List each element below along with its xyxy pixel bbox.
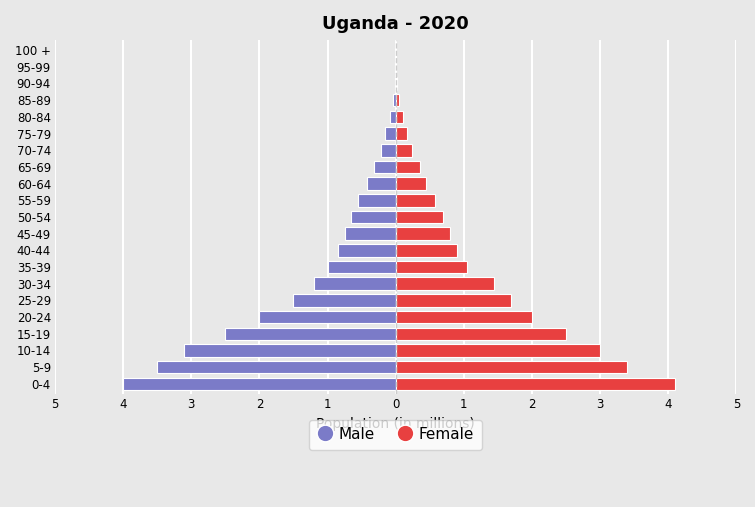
Bar xyxy=(314,277,396,290)
Bar xyxy=(396,177,427,190)
Legend: Male, Female: Male, Female xyxy=(310,420,482,450)
Bar xyxy=(396,328,566,340)
Bar xyxy=(396,77,397,90)
Bar xyxy=(381,144,396,157)
Bar xyxy=(374,161,396,173)
Bar xyxy=(396,378,675,390)
Bar xyxy=(344,228,396,240)
Title: Uganda - 2020: Uganda - 2020 xyxy=(322,15,469,33)
Bar xyxy=(396,244,457,257)
Bar xyxy=(396,144,412,157)
Bar xyxy=(393,94,396,106)
Bar xyxy=(396,261,467,273)
Bar xyxy=(367,177,396,190)
Bar xyxy=(294,294,396,307)
Bar xyxy=(396,228,450,240)
Bar xyxy=(396,127,407,140)
Bar xyxy=(328,261,396,273)
Bar xyxy=(225,328,396,340)
Bar xyxy=(396,94,399,106)
Bar xyxy=(123,378,396,390)
Bar xyxy=(351,211,396,223)
Bar xyxy=(396,161,420,173)
Bar xyxy=(396,294,511,307)
Bar xyxy=(337,244,396,257)
Bar xyxy=(396,111,403,123)
Bar xyxy=(260,311,396,323)
Bar xyxy=(396,194,435,206)
Bar xyxy=(390,111,396,123)
Bar xyxy=(358,194,396,206)
Bar xyxy=(396,311,532,323)
Bar xyxy=(396,277,495,290)
Bar xyxy=(396,361,627,374)
X-axis label: Population (in millions): Population (in millions) xyxy=(316,417,475,430)
Bar xyxy=(157,361,396,374)
Bar xyxy=(386,127,396,140)
Bar xyxy=(396,344,600,357)
Bar xyxy=(396,211,443,223)
Bar xyxy=(184,344,396,357)
